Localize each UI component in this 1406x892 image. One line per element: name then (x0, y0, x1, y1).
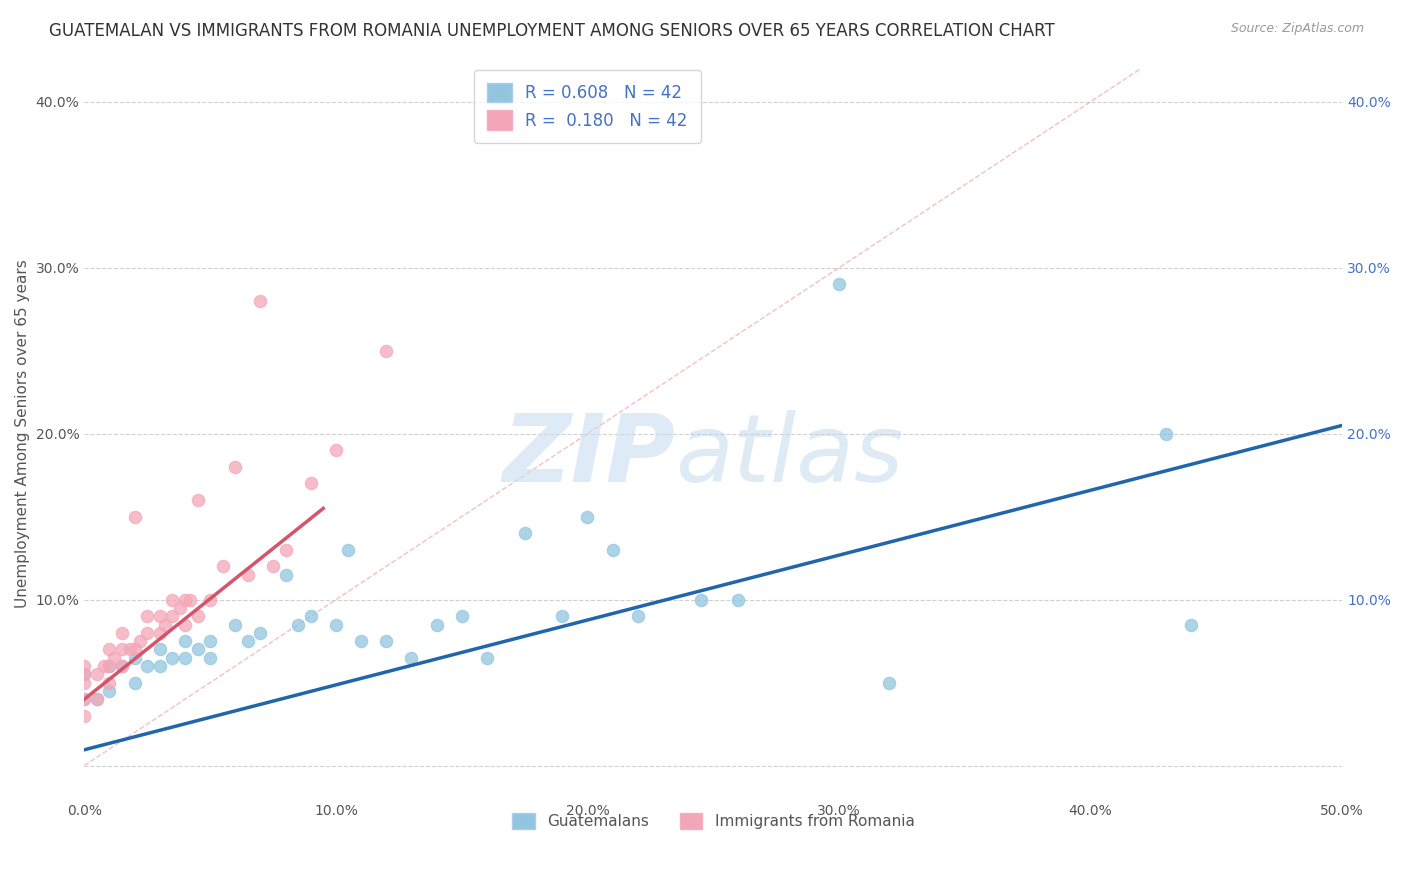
Point (236, 634, 259, 648)
Point (98, 675, 121, 690)
Point (179, 592, 201, 607)
Point (86, 667, 108, 681)
Point (111, 659, 134, 673)
Point (149, 609, 172, 624)
Text: GUATEMALAN VS IMMIGRANTS FROM ROMANIA UNEMPLOYMENT AMONG SENIORS OVER 65 YEARS C: GUATEMALAN VS IMMIGRANTS FROM ROMANIA UN… (49, 22, 1054, 40)
Point (174, 650, 197, 665)
Point (627, 609, 650, 624)
Point (73, 667, 96, 681)
Point (299, 476, 322, 491)
Point (111, 625, 134, 640)
Point (149, 642, 172, 657)
Point (149, 625, 172, 640)
Point (86, 692, 108, 706)
Point (86, 692, 108, 706)
Point (73, 667, 96, 681)
Point (73, 659, 96, 673)
Point (162, 650, 184, 665)
Point (224, 459, 246, 474)
Point (262, 559, 284, 574)
Point (128, 634, 150, 648)
Point (174, 634, 197, 648)
Point (73, 692, 96, 706)
Point (299, 609, 322, 624)
Point (425, 617, 447, 632)
Point (169, 601, 191, 615)
Point (93, 659, 115, 673)
Point (1154, 426, 1177, 441)
Point (198, 592, 221, 607)
Point (186, 493, 208, 508)
Point (124, 675, 146, 690)
Point (124, 509, 146, 524)
Point (136, 625, 159, 640)
Point (111, 659, 134, 673)
Point (98, 659, 121, 673)
Point (727, 592, 749, 607)
Point (236, 567, 259, 582)
Point (153, 617, 176, 632)
Point (73, 675, 96, 690)
Point (162, 592, 184, 607)
Point (828, 277, 851, 292)
Point (124, 650, 146, 665)
Point (174, 617, 197, 632)
Legend: Guatemalans, Immigrants from Romania: Guatemalans, Immigrants from Romania (506, 806, 921, 835)
Point (274, 542, 297, 557)
Y-axis label: Unemployment Among Seniors over 65 years: Unemployment Among Seniors over 65 years (15, 260, 30, 608)
Point (475, 650, 498, 665)
Point (602, 542, 624, 557)
Point (1180, 617, 1202, 632)
Text: ZIP: ZIP (503, 409, 675, 501)
Point (249, 625, 271, 640)
Point (73, 709, 96, 723)
Point (325, 617, 347, 632)
Point (73, 692, 96, 706)
Point (287, 617, 309, 632)
Point (401, 650, 423, 665)
Point (149, 659, 172, 673)
Point (186, 609, 208, 624)
Point (111, 642, 134, 657)
Point (103, 650, 125, 665)
Point (689, 592, 711, 607)
Point (136, 609, 159, 624)
Point (186, 642, 208, 657)
Point (98, 684, 121, 698)
Point (98, 642, 121, 657)
Point (98, 659, 121, 673)
Point (124, 642, 146, 657)
Point (198, 650, 221, 665)
Point (551, 609, 574, 624)
Point (118, 642, 141, 657)
Text: atlas: atlas (675, 410, 904, 501)
Point (576, 509, 599, 524)
Point (350, 634, 373, 648)
Point (162, 609, 184, 624)
Point (174, 592, 197, 607)
Point (211, 559, 233, 574)
Point (337, 542, 360, 557)
Text: Source: ZipAtlas.com: Source: ZipAtlas.com (1230, 22, 1364, 36)
Point (513, 526, 536, 541)
Point (879, 675, 901, 690)
Point (375, 634, 398, 648)
Point (325, 443, 347, 458)
Point (224, 617, 246, 632)
Point (274, 567, 297, 582)
Point (375, 343, 398, 358)
Point (450, 609, 472, 624)
Point (136, 659, 159, 673)
Point (198, 634, 221, 648)
Point (249, 293, 271, 308)
